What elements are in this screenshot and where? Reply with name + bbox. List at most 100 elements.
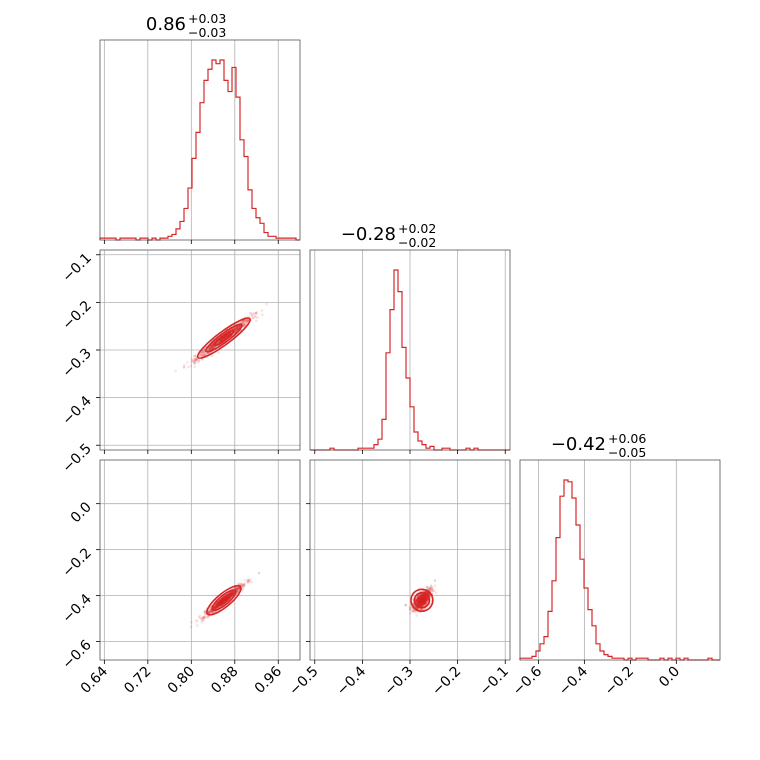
scatter-0-2-point — [195, 624, 199, 627]
scatter-0-1-point — [210, 345, 214, 348]
scatter-0-1-point — [221, 336, 225, 340]
scatter-0-1-point — [210, 344, 213, 348]
scatter-0-1-point — [193, 355, 197, 358]
scatter-0-2-point — [223, 598, 227, 601]
scatter-1-2-point — [430, 588, 433, 592]
scatter-0-2-point — [224, 597, 228, 601]
scatter-0-2-point — [230, 592, 233, 595]
scatter-0-2-point — [231, 591, 235, 595]
scatter-0-2-point — [231, 593, 234, 597]
scatter-0-1-point — [227, 333, 231, 336]
scatter-0-1-point — [210, 344, 213, 348]
scatter-0-2-point — [250, 580, 253, 584]
scatter-0-2-point — [234, 587, 238, 591]
scatter-0-2-point — [214, 606, 217, 610]
scatter-0-1-point — [224, 334, 228, 338]
scatter-0-1-point — [254, 311, 257, 315]
scatter-0-2-point — [225, 596, 229, 600]
scatter-1-2-point — [420, 601, 424, 605]
scatter-0-1-point — [194, 358, 197, 362]
scatter-1-2-point — [421, 596, 425, 600]
scatter-0-2-point — [199, 617, 202, 620]
scatter-0-1-point — [204, 353, 207, 356]
scatter-0-1-point — [224, 335, 228, 339]
scatter-0-2-xtick-label-1: 0.72 — [121, 664, 154, 697]
scatter-0-1-point — [223, 335, 226, 339]
scatter-0-2-point — [223, 598, 227, 601]
scatter-0-2-point — [223, 598, 226, 602]
scatter-0-1-point — [232, 327, 236, 330]
scatter-0-1-point — [234, 328, 238, 332]
scatter-0-2-point — [210, 611, 213, 614]
scatter-0-1-point — [218, 340, 221, 343]
scatter-1-2-point — [422, 597, 426, 601]
scatter-0-2-point — [230, 592, 233, 596]
scatter-0-1-point — [225, 334, 228, 338]
scatter-0-1-contour-1 — [205, 323, 243, 353]
scatter-0-2-point — [222, 598, 226, 602]
scatter-0-2-point — [220, 600, 224, 604]
scatter-0-1-point — [195, 359, 198, 362]
scatter-0-1-point — [237, 324, 241, 328]
scatter-1-2-point — [415, 614, 419, 617]
scatter-0-2-point — [210, 609, 213, 613]
scatter-0-2-point — [247, 580, 250, 583]
scatter-0-2-point — [202, 617, 206, 620]
scatter-0-1-point — [210, 354, 214, 358]
scatter-0-2-point — [233, 587, 237, 590]
scatter-0-2-point — [222, 599, 225, 602]
scatter-0-1-point — [190, 357, 194, 361]
scatter-0-1-point — [207, 348, 210, 352]
scatter-1-2-point — [408, 611, 412, 615]
scatter-0-2-point — [230, 594, 234, 597]
scatter-0-2-outlier — [257, 571, 261, 575]
scatter-1-2-point — [418, 597, 422, 601]
scatter-0-1-point — [237, 326, 240, 330]
scatter-0-2-point — [221, 600, 224, 604]
scatter-0-1-point — [256, 316, 259, 319]
scatter-0-1-point — [254, 315, 257, 319]
scatter-0-2-point — [197, 615, 201, 619]
scatter-1-2-point — [411, 609, 415, 613]
scatter-0-2-point — [231, 591, 235, 595]
scatter-0-1-point — [223, 336, 226, 339]
scatter-0-2-point — [223, 598, 227, 601]
scatter-0-1-point — [234, 330, 237, 333]
scatter-1-2-point — [419, 598, 422, 601]
scatter-1-2-point — [421, 598, 424, 601]
scatter-0-2-point — [240, 584, 244, 587]
scatter-1-2-point — [421, 599, 425, 602]
scatter-0-2-point — [219, 601, 223, 604]
scatter-0-2-point — [219, 601, 223, 604]
scatter-0-2-point — [221, 599, 225, 602]
scatter-0-1-outlier — [193, 362, 197, 365]
scatter-0-2-point — [205, 616, 208, 619]
scatter-1-2-point — [420, 598, 424, 601]
scatter-0-2-point — [214, 603, 218, 607]
scatter-1-2-point — [425, 586, 428, 589]
scatter-0-1-point — [242, 322, 246, 326]
scatter-0-1-point — [220, 337, 224, 341]
scatter-0-1-point — [211, 344, 214, 348]
scatter-0-2-point — [235, 586, 238, 589]
scatter-1-2-point — [419, 598, 423, 602]
scatter-0-1-point — [265, 302, 268, 306]
scatter-0-1-point — [235, 327, 238, 331]
scatter-0-1-point — [192, 360, 195, 363]
scatter-0-1-point — [208, 345, 212, 349]
scatter-0-1-point — [193, 360, 197, 364]
scatter-0-2-point — [200, 618, 204, 622]
scatter-0-2-point — [201, 619, 204, 622]
scatter-0-2-ytick-label-1: −0.4 — [59, 591, 94, 626]
scatter-1-2-point — [420, 598, 424, 601]
scatter-0-1-point — [254, 319, 258, 323]
scatter-1-2-point — [420, 599, 423, 603]
hist-2-title-plus: +0.06 — [608, 431, 646, 446]
scatter-0-2-point — [219, 600, 223, 604]
scatter-0-2-point — [215, 605, 218, 609]
scatter-0-1-point — [219, 338, 223, 342]
scatter-0-2-point — [220, 600, 224, 603]
scatter-0-2-point — [214, 606, 217, 609]
scatter-0-2-point — [236, 587, 240, 591]
scatter-0-2-point — [224, 597, 228, 600]
